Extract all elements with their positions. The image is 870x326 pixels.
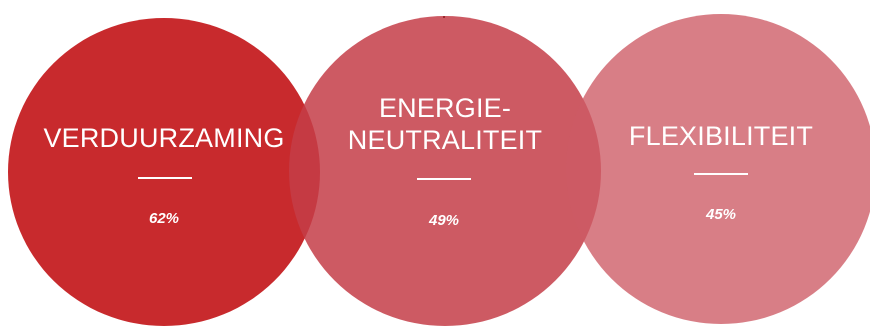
label-verduurzaming: VERDUURZAMING bbox=[43, 123, 285, 153]
stray-dot bbox=[443, 16, 445, 18]
value-flexibiliteit: 45% bbox=[705, 206, 737, 223]
divider-energieneutraliteit bbox=[417, 178, 471, 180]
divider-flexibiliteit bbox=[694, 173, 748, 175]
label-energieneutraliteit: ENERGIE- NEUTRALITEIT bbox=[347, 93, 543, 155]
divider-verduurzaming bbox=[138, 177, 192, 179]
circle-energieneutraliteit bbox=[289, 16, 601, 326]
circle-flexibiliteit bbox=[566, 14, 870, 324]
value-verduurzaming: 62% bbox=[148, 210, 180, 227]
label-flexibiliteit: FLEXIBILITEIT bbox=[628, 121, 814, 151]
value-energieneutraliteit: 49% bbox=[428, 212, 460, 229]
circle-verduurzaming bbox=[8, 18, 320, 326]
